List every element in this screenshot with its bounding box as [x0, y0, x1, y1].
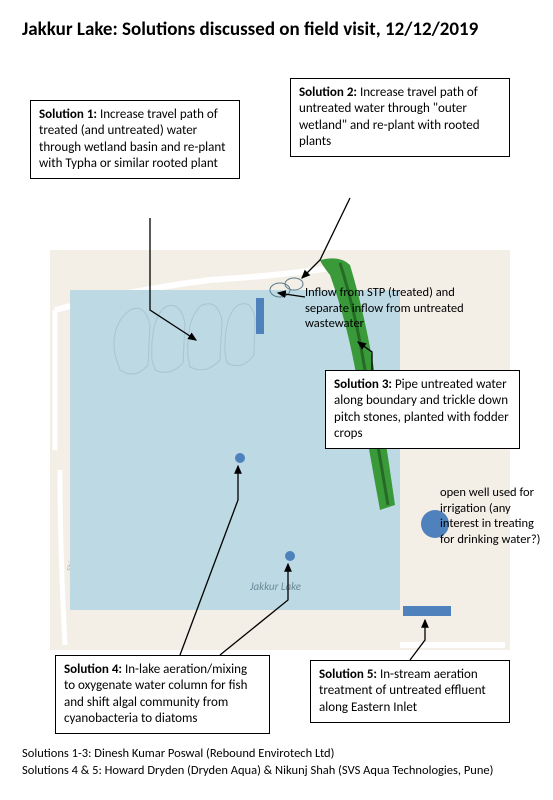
callout-solution-5: Solution 5: In-stream aeration treatment…	[310, 660, 510, 723]
footer-line-1: Solutions 1-3: Dinesh Kumar Poswal (Rebo…	[22, 746, 531, 763]
lake-name-label: Jakkur Lake	[250, 580, 301, 593]
callout-s3-bold: Solution 3:	[334, 377, 392, 392]
callout-solution-4: Solution 4: In-lake aeration/mixing to o…	[55, 655, 270, 734]
footer-line-2: Solutions 4 & 5: Howard Dryden (Dryden A…	[22, 763, 531, 780]
footer-credits: Solutions 1-3: Dinesh Kumar Poswal (Rebo…	[22, 746, 531, 780]
page-title: Jakkur Lake: Solutions discussed on fiel…	[22, 18, 531, 41]
callout-s4-bold: Solution 4:	[64, 662, 122, 677]
inflow-bar-east	[403, 606, 451, 616]
callout-s5-bold: Solution 5:	[319, 667, 377, 682]
inflow-label: Inflow from STP (treated) and separate i…	[305, 285, 495, 332]
wetland-basin	[110, 295, 260, 385]
callout-solution-1: Solution 1: Increase travel path of trea…	[30, 100, 240, 179]
callout-solution-3: Solution 3: Pipe untreated water along b…	[325, 370, 520, 449]
open-well-label: open well used for irrigation (any inter…	[440, 485, 548, 548]
callout-s1-bold: Solution 1:	[39, 107, 97, 122]
callout-solution-2: Solution 2: Increase travel path of untr…	[290, 78, 510, 157]
aeration-dot-1	[235, 453, 245, 463]
inflow-basin-icon	[268, 270, 308, 310]
callout-s2-bold: Solution 2:	[299, 85, 357, 100]
aeration-dot-2	[285, 551, 295, 561]
inflow-bar-north	[256, 298, 264, 334]
